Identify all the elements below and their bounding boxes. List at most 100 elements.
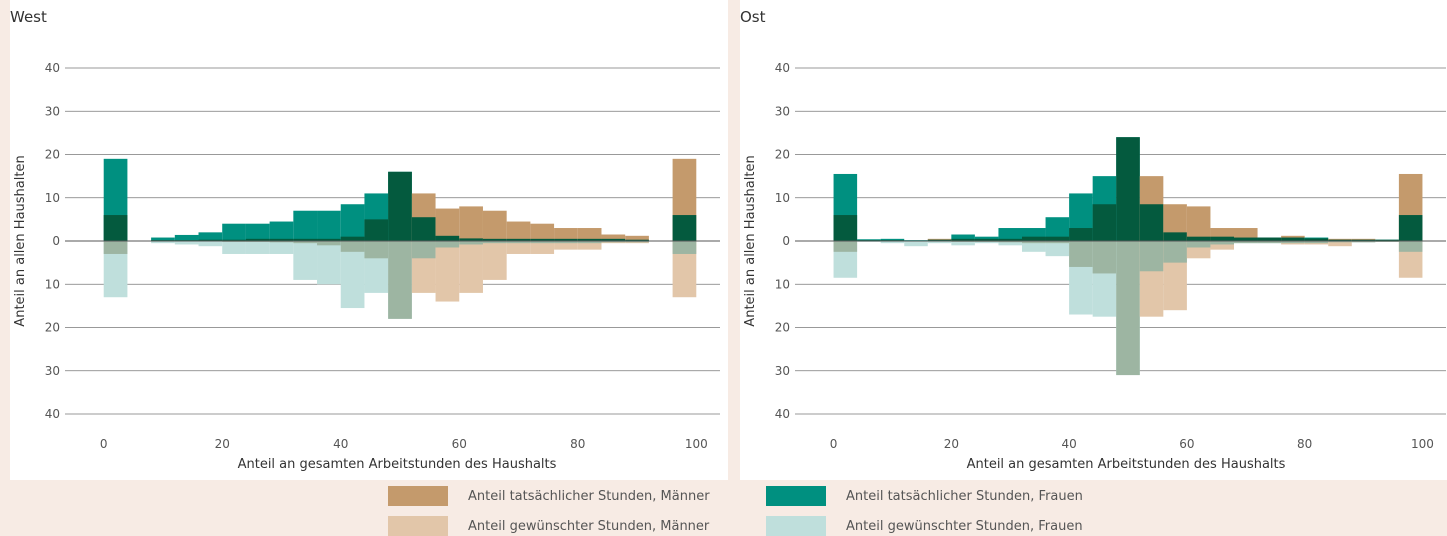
y-tick-label: 20	[775, 321, 790, 335]
x-tick-label: 0	[830, 437, 838, 451]
bar-women-actual	[246, 224, 270, 241]
bar-both-actual	[388, 172, 412, 241]
bar-both-desired	[459, 241, 483, 244]
bar-both-actual	[104, 215, 128, 241]
legend-item-women-actual: Anteil tatsächlicher Stunden, Frauen	[766, 486, 1083, 506]
bar-both-actual	[1281, 238, 1305, 241]
bar-both-desired	[388, 241, 412, 319]
bar-both-desired	[673, 241, 697, 254]
x-tick-label: 0	[100, 437, 108, 451]
x-tick-label: 40	[1061, 437, 1076, 451]
bar-both-actual	[834, 215, 858, 241]
y-tick-label: 10	[45, 191, 60, 205]
bar-both-desired	[1210, 241, 1234, 244]
bar-both-desired	[317, 241, 341, 245]
x-tick-label: 100	[1411, 437, 1434, 451]
y-tick-label: 10	[775, 191, 790, 205]
chart-title: West	[10, 8, 47, 26]
bar-both-actual	[1234, 238, 1258, 241]
y-tick-label: 20	[45, 148, 60, 162]
y-axis-label: Anteil an allen Haushalten	[13, 155, 28, 326]
bar-men-actual	[530, 224, 554, 241]
bar-both-desired	[412, 241, 436, 258]
bar-women-actual	[175, 235, 199, 241]
bar-men-actual	[507, 222, 531, 241]
y-tick-label: 30	[775, 104, 790, 118]
y-tick-label: 10	[775, 277, 790, 291]
y-tick-label: 0	[782, 234, 790, 248]
bar-women-actual	[293, 211, 317, 241]
bar-men-actual	[459, 206, 483, 241]
y-tick-label: 30	[775, 364, 790, 378]
bar-both-desired	[1093, 241, 1117, 273]
bar-women-desired	[222, 241, 246, 254]
bar-men-desired	[483, 241, 507, 280]
legend-item-men-desired: Anteil gewünschter Stunden, Männer	[388, 516, 709, 536]
legend-label-women-desired: Anteil gewünschter Stunden, Frauen	[846, 519, 1083, 534]
x-tick-label: 80	[570, 437, 585, 451]
legend-label-men-actual: Anteil tatsächlicher Stunden, Männer	[468, 489, 710, 504]
chart-title: Ost	[740, 8, 766, 26]
bar-women-desired	[904, 241, 928, 246]
bar-both-actual	[673, 215, 697, 241]
bar-both-actual	[1116, 137, 1140, 241]
bar-both-desired	[436, 241, 460, 247]
bar-women-actual	[317, 211, 341, 241]
bar-both-actual	[1093, 204, 1117, 241]
bar-both-actual	[364, 219, 388, 241]
legend-label-women-actual: Anteil tatsächlicher Stunden, Frauen	[846, 489, 1083, 504]
bar-women-desired	[175, 241, 199, 244]
y-tick-label: 40	[45, 407, 60, 421]
bar-both-actual	[412, 217, 436, 241]
x-tick-label: 80	[1297, 437, 1312, 451]
bar-both-desired	[364, 241, 388, 258]
legend: Anteil tatsächlicher Stunden, Männer Ant…	[0, 484, 1447, 535]
y-tick-label: 10	[45, 277, 60, 291]
y-tick-label: 40	[775, 61, 790, 75]
legend-item-women-desired: Anteil gewünschter Stunden, Frauen	[766, 516, 1083, 536]
bar-women-desired	[1046, 241, 1070, 256]
bar-both-desired	[834, 241, 858, 252]
x-axis-label: Anteil an gesamten Arbeitstunden des Hau…	[238, 457, 557, 472]
bar-both-actual	[341, 237, 365, 241]
bar-both-desired	[1069, 241, 1093, 267]
bar-men-desired	[459, 241, 483, 293]
bar-both-actual	[1258, 238, 1282, 241]
bar-women-actual	[341, 204, 365, 241]
bar-both-actual	[1140, 204, 1164, 241]
bar-men-actual	[1187, 206, 1211, 241]
bar-both-desired	[1140, 241, 1164, 271]
y-tick-label: 40	[775, 407, 790, 421]
y-tick-label: 30	[45, 104, 60, 118]
bar-both-desired	[1163, 241, 1187, 263]
y-tick-label: 20	[775, 148, 790, 162]
x-tick-label: 100	[685, 437, 708, 451]
x-axis-label: Anteil an gesamten Arbeitstunden des Hau…	[967, 457, 1286, 472]
bar-both-actual	[1046, 237, 1070, 241]
bar-women-desired	[199, 241, 223, 246]
y-tick-label: 30	[45, 364, 60, 378]
bar-both-desired	[1116, 241, 1140, 375]
bar-both-actual	[436, 236, 460, 241]
x-tick-label: 60	[452, 437, 467, 451]
bar-both-actual	[1022, 237, 1046, 241]
bar-women-desired	[246, 241, 270, 254]
bar-both-actual	[1210, 237, 1234, 241]
y-tick-label: 20	[45, 321, 60, 335]
bar-both-actual	[1399, 215, 1423, 241]
bar-women-desired	[317, 241, 341, 284]
y-axis-label: Anteil an allen Haushalten	[743, 155, 758, 326]
legend-swatch-men-actual	[388, 486, 448, 506]
bar-women-desired	[293, 241, 317, 280]
x-tick-label: 60	[1179, 437, 1194, 451]
bar-both-actual	[1163, 232, 1187, 241]
legend-swatch-women-desired	[766, 516, 826, 536]
bar-both-desired	[341, 241, 365, 252]
bar-both-desired	[1187, 241, 1211, 247]
x-tick-label: 40	[333, 437, 348, 451]
